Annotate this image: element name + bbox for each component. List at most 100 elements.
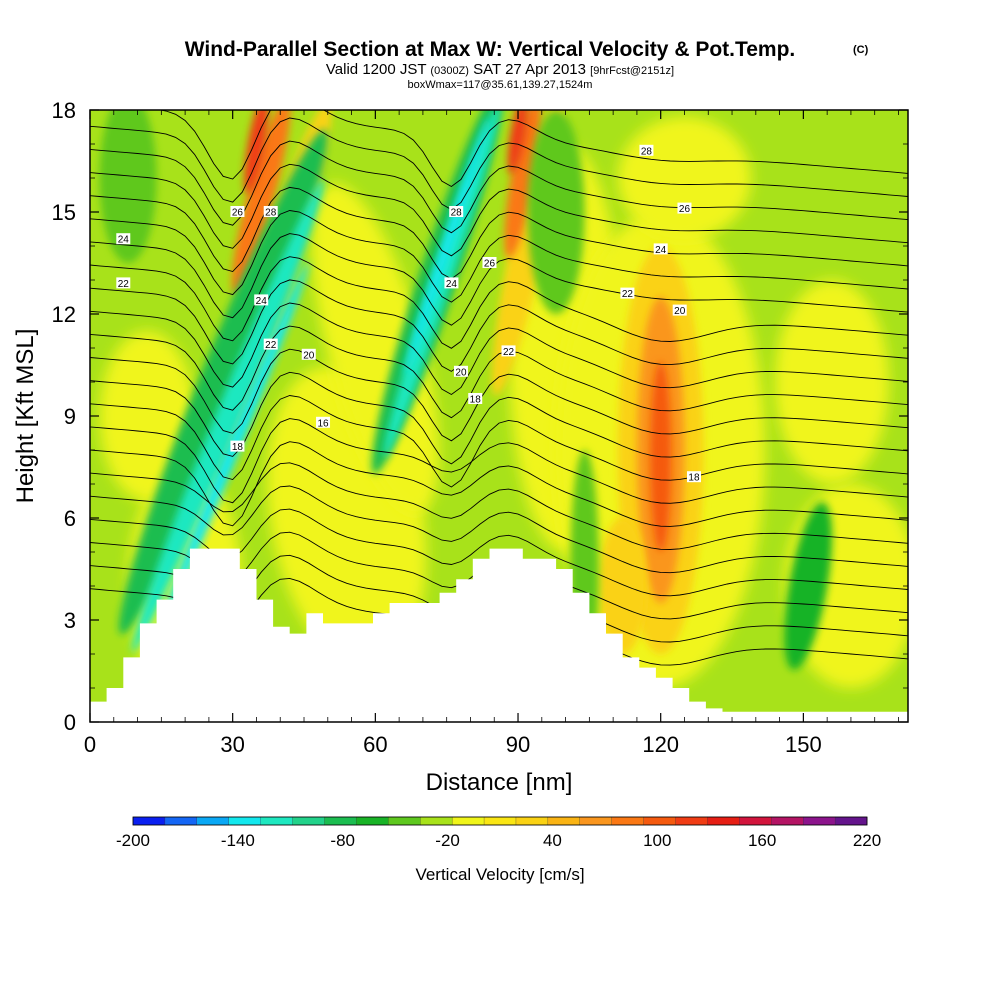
downdraft-band bbox=[131, 179, 325, 653]
contour-label-box bbox=[449, 206, 464, 217]
colorbar-swatch bbox=[356, 816, 389, 826]
contour-label: 26 bbox=[232, 208, 244, 219]
colorbar-frame bbox=[132, 816, 868, 826]
theta-contour-line bbox=[90, 140, 908, 234]
colorbar-swatch bbox=[707, 816, 740, 826]
updraft-band bbox=[507, 110, 529, 175]
subtitle-forecast: [9hrFcst@2151z] bbox=[590, 65, 674, 77]
contour-label: 20 bbox=[303, 350, 315, 361]
theta-contour-line bbox=[90, 395, 908, 488]
terrain-mask bbox=[90, 548, 908, 722]
contour-label-box bbox=[301, 348, 316, 360]
y-axis-title: Height [Kft MSL] bbox=[12, 329, 39, 504]
theta-contour-line bbox=[90, 279, 908, 372]
colorbar-swatch bbox=[643, 816, 676, 826]
contour-label: 18 bbox=[232, 442, 244, 453]
theta-contour-line bbox=[90, 302, 908, 396]
contour-label: 18 bbox=[688, 473, 700, 484]
y-tick-label: 15 bbox=[52, 200, 76, 225]
downdraft-band bbox=[383, 110, 501, 458]
contour-label-box bbox=[263, 338, 278, 350]
chart-title: Wind-Parallel Section at Max W: Vertical… bbox=[185, 38, 796, 61]
contour-label: 22 bbox=[265, 340, 277, 351]
colorbar-swatch bbox=[483, 816, 517, 826]
colorbar-label: 100 bbox=[643, 831, 671, 850]
x-tick-label: 150 bbox=[785, 732, 822, 757]
theta-contour-line bbox=[90, 256, 908, 349]
theta-contour-line bbox=[90, 163, 908, 257]
contour-label: 28 bbox=[451, 208, 463, 219]
colorbar-swatch bbox=[547, 816, 581, 826]
colorbar-label: -200 bbox=[116, 831, 150, 850]
theta-contour-line bbox=[90, 418, 908, 504]
colorbar-swatch bbox=[228, 816, 262, 826]
contour-label: 24 bbox=[118, 235, 130, 246]
chart-title-tag: (C) bbox=[853, 44, 869, 56]
colorbar-swatch bbox=[196, 816, 230, 826]
x-axis: 0 30 60 90 120 150 bbox=[84, 110, 899, 757]
contour-label: 16 bbox=[317, 418, 329, 429]
downdraft-band bbox=[404, 116, 490, 376]
y-tick-label: 9 bbox=[64, 404, 76, 429]
x-tick-label: 90 bbox=[506, 732, 530, 757]
contour-label-box bbox=[230, 206, 245, 217]
contour-label: 28 bbox=[265, 208, 277, 219]
colorbar-swatch bbox=[515, 816, 549, 826]
theta-contour-line bbox=[90, 233, 908, 326]
contour-label: 26 bbox=[484, 259, 496, 270]
theta-contour-line bbox=[90, 210, 908, 303]
colorbar-swatch bbox=[132, 816, 166, 826]
contour-label: 20 bbox=[674, 306, 686, 317]
colorbar-label: 40 bbox=[543, 831, 562, 850]
contour-label-box bbox=[263, 206, 278, 217]
contour-label-box bbox=[254, 294, 269, 306]
low-updraft-zone bbox=[311, 183, 439, 513]
downdraft-band bbox=[118, 129, 328, 635]
subtitle-utc: (0300Z) bbox=[430, 65, 469, 77]
y-axis: 0 3 6 9 12 15 18 bbox=[52, 98, 908, 735]
updraft-band bbox=[231, 110, 291, 294]
colorbar-label: -80 bbox=[330, 831, 355, 850]
downdraft-band bbox=[784, 502, 832, 670]
y-tick-label: 6 bbox=[64, 506, 76, 531]
contour-label: 24 bbox=[256, 296, 268, 307]
y-tick-label: 12 bbox=[52, 302, 76, 327]
contour-label-box bbox=[316, 416, 331, 428]
terrain-area bbox=[90, 548, 908, 722]
colorbar-swatch bbox=[675, 816, 708, 826]
colorbar-swatch bbox=[579, 816, 613, 826]
theta-contour-line bbox=[90, 117, 908, 211]
contour-label-box bbox=[686, 471, 701, 483]
theta-contour-line bbox=[90, 348, 908, 442]
colorbar-swatch bbox=[611, 816, 645, 826]
colorbar-swatch bbox=[739, 816, 772, 826]
colorbar-swatch bbox=[388, 816, 421, 826]
colorbar-swatch bbox=[292, 816, 325, 826]
contour-label-box bbox=[444, 277, 459, 289]
theta-contour-line bbox=[90, 371, 908, 465]
updraft-core bbox=[598, 518, 647, 654]
contour-label: 20 bbox=[455, 367, 467, 378]
colorbar-swatch bbox=[164, 816, 198, 826]
colorbar-swatch bbox=[324, 816, 357, 826]
colorbar-swatch bbox=[834, 816, 868, 826]
colorbar-label: 160 bbox=[748, 831, 776, 850]
y-tick-label: 18 bbox=[52, 98, 76, 123]
contour-label-box bbox=[116, 233, 131, 245]
colorbar-label: 220 bbox=[853, 831, 881, 850]
chart-subtitle: Valid 1200 JST (0300Z) SAT 27 Apr 2013 [… bbox=[326, 61, 674, 78]
colorbar-swatch bbox=[260, 816, 294, 826]
colorbar: -200 -140 -80 -20 40 100 160 220 bbox=[116, 816, 881, 850]
contour-labels: 26 28 24 22 24 22 20 16 18 28 24 26 22 20 18 28 26 24 22 20… bbox=[116, 144, 701, 484]
y-tick-label: 3 bbox=[64, 608, 76, 633]
theta-contour-line bbox=[90, 325, 908, 419]
theta-contour-line bbox=[90, 441, 908, 527]
contour-label-box bbox=[639, 144, 654, 156]
contour-label-box bbox=[672, 304, 687, 316]
contour-label: 26 bbox=[679, 204, 691, 215]
contour-label-box bbox=[453, 365, 468, 377]
contour-label: 18 bbox=[470, 395, 482, 406]
contour-label-box bbox=[501, 345, 516, 357]
contour-label: 28 bbox=[641, 146, 653, 157]
